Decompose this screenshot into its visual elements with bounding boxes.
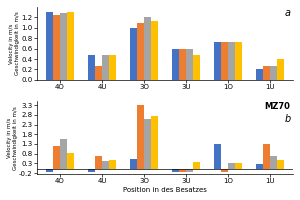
X-axis label: Position in des Besatzes: Position in des Besatzes xyxy=(123,187,207,193)
Bar xyxy=(179,49,186,80)
Bar xyxy=(228,163,235,169)
Bar xyxy=(144,119,151,169)
Bar xyxy=(270,66,277,80)
Bar xyxy=(277,59,284,80)
Bar xyxy=(53,146,60,169)
Bar xyxy=(214,42,221,80)
Bar xyxy=(172,49,179,80)
Bar xyxy=(102,55,109,80)
Bar xyxy=(151,116,158,169)
Bar xyxy=(186,49,193,80)
Bar xyxy=(46,169,53,172)
Bar xyxy=(60,139,67,169)
Bar xyxy=(256,164,263,169)
Bar xyxy=(102,161,109,169)
Bar xyxy=(277,160,284,169)
Bar xyxy=(46,12,53,80)
Bar xyxy=(137,105,144,169)
Y-axis label: Velocity in m/s
Geschwindigkeit in m/s: Velocity in m/s Geschwindigkeit in m/s xyxy=(9,12,20,75)
Bar xyxy=(130,28,137,80)
Bar xyxy=(137,23,144,80)
Bar xyxy=(88,169,95,172)
Y-axis label: Velocity in m/s
Geschwindigkeit in m/s: Velocity in m/s Geschwindigkeit in m/s xyxy=(7,106,18,170)
Bar xyxy=(235,163,242,169)
Bar xyxy=(109,55,116,80)
Bar xyxy=(144,17,151,80)
Bar xyxy=(95,156,102,169)
Bar xyxy=(130,159,137,169)
Bar xyxy=(67,12,74,80)
Bar xyxy=(60,13,67,80)
Bar xyxy=(221,169,228,172)
Bar xyxy=(228,42,235,80)
Bar xyxy=(235,42,242,80)
Text: a: a xyxy=(284,8,290,18)
Bar xyxy=(263,144,270,169)
Bar xyxy=(221,42,228,80)
Bar xyxy=(151,21,158,80)
Bar xyxy=(88,55,95,80)
Bar xyxy=(109,160,116,169)
Bar xyxy=(53,15,60,80)
Text: b: b xyxy=(284,114,290,124)
Bar xyxy=(256,69,263,80)
Bar xyxy=(67,153,74,169)
Bar xyxy=(193,162,200,169)
Bar xyxy=(172,169,179,172)
Text: MZ70: MZ70 xyxy=(265,102,290,111)
Bar xyxy=(263,66,270,80)
Bar xyxy=(193,55,200,80)
Bar xyxy=(270,156,277,169)
Bar xyxy=(186,169,193,172)
Bar xyxy=(179,169,186,172)
Bar xyxy=(95,66,102,80)
Bar xyxy=(214,144,221,169)
